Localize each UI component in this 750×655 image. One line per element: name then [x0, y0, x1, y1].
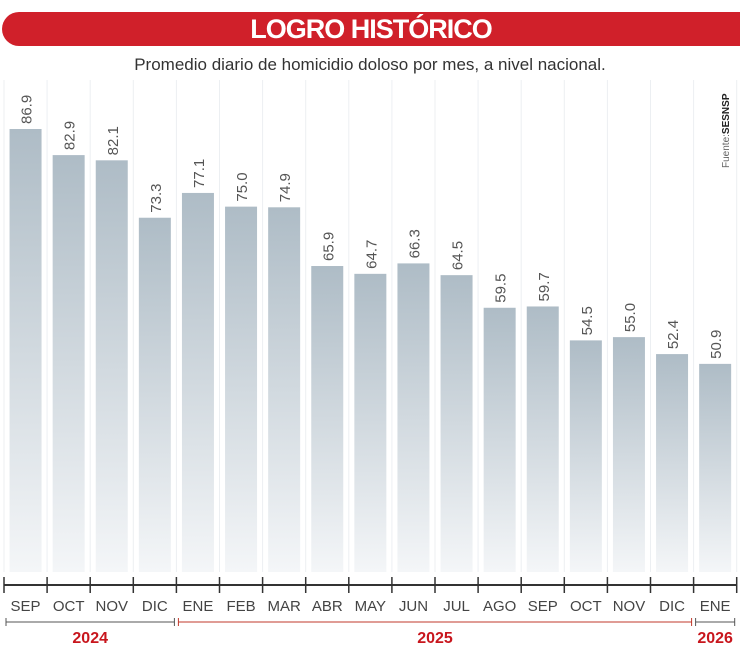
- bar: [397, 263, 430, 572]
- month-label: OCT: [53, 598, 85, 615]
- title-banner: LOGRO HISTÓRICO: [2, 12, 740, 46]
- month-label: AGO: [483, 598, 516, 615]
- bar: [268, 207, 301, 572]
- month-label: SEP: [11, 598, 41, 615]
- bar: [656, 354, 689, 572]
- source-note: Fuente:SESNSP: [721, 93, 732, 168]
- data-label: 64.5: [450, 241, 467, 270]
- data-label: 86.9: [19, 95, 36, 124]
- bar: [699, 363, 732, 572]
- year-label: 2025: [417, 630, 453, 647]
- data-label: 59.7: [536, 272, 553, 301]
- month-label: DIC: [142, 598, 168, 615]
- data-label: 55.0: [622, 303, 639, 332]
- bar: [569, 340, 602, 572]
- data-label: 73.3: [148, 184, 165, 213]
- month-label: MAR: [267, 598, 301, 615]
- month-label: JUN: [399, 598, 428, 615]
- bar: [52, 155, 85, 572]
- bar: [354, 273, 387, 572]
- data-label: 77.1: [191, 159, 208, 188]
- title: LOGRO HISTÓRICO: [250, 13, 492, 44]
- bar: [311, 266, 344, 572]
- data-label: 82.1: [105, 126, 122, 155]
- bar: [612, 337, 645, 572]
- month-label: OCT: [570, 598, 602, 615]
- data-label: 75.0: [234, 172, 251, 201]
- source-prefix: Fuente:: [721, 134, 732, 168]
- data-label: 74.9: [277, 173, 294, 202]
- month-label: ENE: [183, 598, 214, 615]
- bar: [526, 306, 559, 572]
- month-label: ENE: [700, 598, 731, 615]
- month-label: JUL: [443, 598, 470, 615]
- month-label: MAY: [355, 598, 386, 615]
- month-label: SEP: [528, 598, 558, 615]
- month-label: FEB: [226, 598, 255, 615]
- data-label: 54.5: [579, 306, 596, 335]
- month-label: NOV: [95, 598, 128, 615]
- data-label: 65.9: [320, 232, 337, 261]
- bar: [483, 307, 516, 572]
- bar: [225, 206, 258, 573]
- month-label: ABR: [312, 598, 343, 615]
- bar: [138, 217, 171, 573]
- data-label: 50.9: [708, 330, 725, 359]
- month-label: DIC: [659, 598, 685, 615]
- bar: [440, 275, 473, 572]
- subtitle: Promedio diario de homicidio doloso por …: [134, 55, 606, 74]
- year-label: 2026: [697, 630, 733, 647]
- data-label: 66.3: [406, 229, 423, 258]
- data-label: 59.5: [493, 274, 510, 303]
- data-label: 82.9: [62, 121, 79, 150]
- source-name: SESNSP: [721, 93, 732, 134]
- data-label: 52.4: [665, 320, 682, 349]
- bar: [95, 160, 128, 572]
- month-label: NOV: [613, 598, 646, 615]
- year-label: 2024: [72, 630, 108, 647]
- data-label: 64.7: [363, 240, 380, 269]
- bar: [9, 129, 42, 572]
- bar: [181, 192, 214, 572]
